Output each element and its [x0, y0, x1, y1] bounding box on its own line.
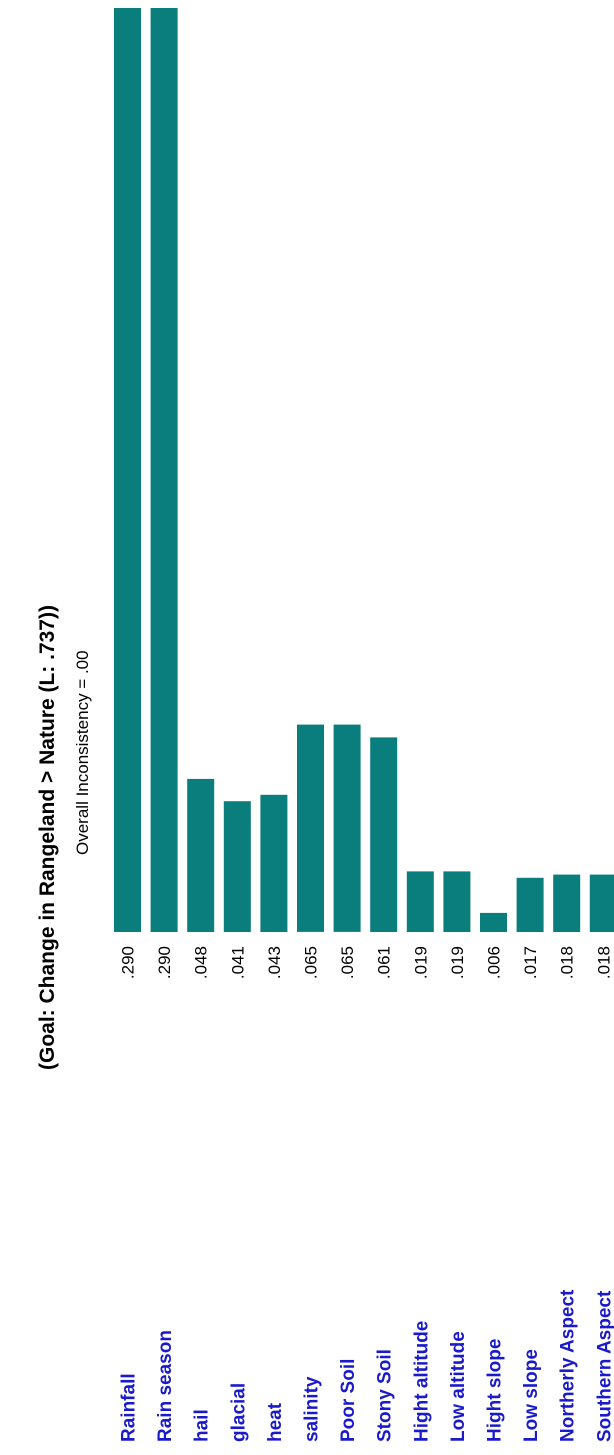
- category-label-7: Poor Soil: [338, 1359, 359, 1442]
- value-labels-layer: .290 .290 .048 .041 .043 .065 .065 .061 .019 .019…: [119, 946, 614, 979]
- category-label-6: salinity: [302, 1376, 323, 1442]
- category-label-8: Stony Soil: [375, 1349, 396, 1442]
- category-label-9: Hight altitude: [411, 1321, 432, 1442]
- chart-title: (Goal: Change in Rangeland > Nature (L: …: [36, 605, 59, 1070]
- category-label-11: Hight slope: [485, 1339, 506, 1442]
- bar-4: [224, 801, 251, 932]
- bar-3: [187, 779, 214, 932]
- bar-14: [590, 875, 614, 932]
- category-label-5: heat: [265, 1402, 286, 1442]
- value-label-11: .006: [485, 946, 504, 979]
- value-label-1: .290: [119, 946, 138, 979]
- bar-1: [114, 8, 141, 932]
- value-label-4: .041: [228, 946, 247, 979]
- category-label-4: glacial: [228, 1383, 249, 1442]
- value-label-10: .019: [448, 946, 467, 979]
- category-labels-layer: Rainfall Rain season hail glacial heat salini…: [119, 1289, 614, 1442]
- category-label-14: Southern Aspect: [594, 1290, 614, 1442]
- category-label-10: Low altitude: [448, 1331, 469, 1442]
- bar-2: [151, 8, 178, 932]
- value-label-12: .017: [521, 946, 540, 979]
- bar-6: [297, 725, 324, 932]
- value-label-5: .043: [265, 946, 284, 979]
- category-label-12: Low slope: [521, 1349, 542, 1442]
- bar-10: [443, 871, 470, 932]
- bar-12: [517, 878, 544, 932]
- value-label-8: .061: [375, 946, 394, 979]
- category-label-1: Rainfall: [119, 1373, 140, 1442]
- value-label-3: .048: [192, 946, 211, 979]
- value-label-9: .019: [411, 946, 430, 979]
- bar-13: [553, 875, 580, 932]
- bar-9: [407, 871, 434, 932]
- bars-layer: [114, 8, 614, 932]
- value-label-13: .018: [558, 946, 577, 979]
- bar-5: [260, 795, 287, 932]
- bar-8: [370, 737, 397, 932]
- value-label-14: .018: [594, 946, 613, 979]
- category-label-2: Rain season: [155, 1330, 176, 1442]
- bar-11: [480, 913, 507, 932]
- value-label-2: .290: [155, 946, 174, 979]
- category-label-13: Northerly Aspect: [558, 1289, 579, 1442]
- value-label-7: .065: [338, 946, 357, 979]
- value-label-6: .065: [302, 946, 321, 979]
- category-label-3: hail: [192, 1409, 213, 1442]
- bar-7: [334, 725, 361, 932]
- chart-subtitle: Overall Inconsistency = .00: [73, 650, 92, 855]
